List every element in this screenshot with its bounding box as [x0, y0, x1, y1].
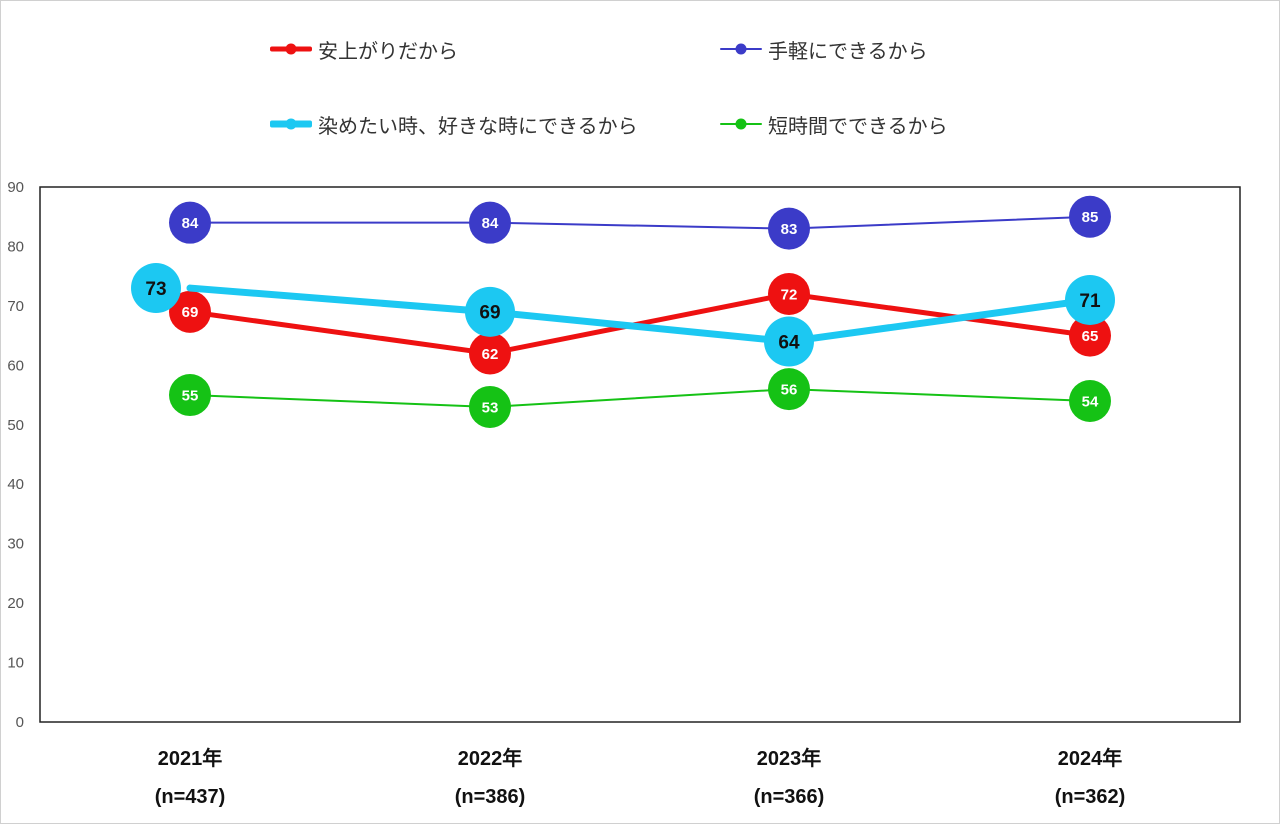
data-marker-anytime — [1065, 274, 1115, 325]
data-marker-quick — [469, 385, 511, 428]
y-tick-label: 40 — [7, 476, 24, 493]
y-tick-label: 60 — [7, 357, 24, 374]
data-label-cheap: 69 — [182, 304, 199, 321]
category-year-2023: 2023年 — [756, 748, 822, 770]
data-marker-easy — [169, 201, 211, 244]
y-tick-label: 20 — [7, 595, 24, 612]
y-tick-label: 30 — [7, 536, 24, 553]
data-label-quick: 54 — [1082, 393, 1099, 410]
data-marker-cheap — [169, 290, 211, 333]
category-label-2023: 2023年 (n=366) — [689, 740, 889, 816]
category-label-2021: 2021年 (n=437) — [90, 740, 290, 816]
data-label-quick: 55 — [182, 387, 199, 404]
data-marker-anytime — [131, 263, 181, 314]
data-label-anytime: 69 — [479, 303, 500, 324]
legend-label-quick: 短時間でできるから — [768, 113, 948, 138]
plot-area — [39, 186, 1241, 723]
legend-item-cheap: 安上がりだから — [270, 34, 458, 64]
data-marker-quick — [1069, 380, 1111, 422]
legend-swatch-quick — [720, 117, 762, 131]
data-label-cheap: 62 — [482, 346, 499, 363]
category-year-2021: 2021年 — [157, 748, 223, 770]
y-tick-label: 0 — [16, 714, 24, 731]
category-n-2022: (n=386) — [454, 786, 526, 808]
legend-item-quick: 短時間でできるから — [720, 109, 948, 139]
legend-swatch-easy — [720, 42, 762, 56]
category-n-2023: (n=366) — [753, 786, 825, 808]
category-label-2024: 2024年 (n=362) — [990, 740, 1190, 816]
data-marker-quick — [768, 368, 810, 411]
data-marker-easy — [469, 201, 511, 244]
data-label-quick: 53 — [482, 399, 499, 416]
data-marker-easy — [768, 207, 810, 250]
legend-item-anytime: 染めたい時、好きな時にできるから — [270, 109, 638, 139]
data-marker-quick — [169, 374, 211, 417]
data-marker-easy — [1069, 195, 1111, 238]
category-year-2022: 2022年 — [457, 748, 523, 770]
y-tick-label: 70 — [7, 298, 24, 315]
category-year-2024: 2024年 — [1057, 748, 1123, 770]
data-label-anytime: 71 — [1079, 291, 1101, 312]
series-line-easy — [189, 215, 1091, 230]
data-marker-cheap — [768, 273, 810, 315]
legend-swatch-anytime — [270, 117, 312, 131]
data-label-cheap: 65 — [1082, 328, 1099, 345]
legend-label-easy: 手軽にできるから — [768, 38, 928, 63]
data-label-quick: 56 — [781, 382, 798, 399]
category-n-2024: (n=362) — [1054, 786, 1126, 808]
data-label-easy: 83 — [781, 221, 798, 238]
y-tick-label: 50 — [7, 417, 24, 434]
category-label-2022: 2022年 (n=386) — [390, 740, 590, 816]
category-n-2021: (n=437) — [154, 786, 226, 808]
series-line-anytime — [186, 284, 1094, 346]
data-marker-anytime — [764, 316, 814, 367]
data-label-easy: 84 — [482, 215, 499, 232]
y-tick-label: 90 — [7, 179, 24, 196]
data-label-easy: 84 — [182, 215, 199, 232]
legend-label-cheap: 安上がりだから — [318, 38, 458, 63]
legend-label-anytime: 染めたい時、好きな時にできるから — [318, 113, 638, 138]
y-tick-label: 80 — [7, 238, 24, 255]
y-tick-label: 10 — [7, 655, 24, 672]
data-label-anytime: 73 — [145, 279, 166, 300]
data-marker-cheap — [1069, 314, 1111, 357]
series-line-quick — [189, 388, 1091, 408]
data-label-cheap: 72 — [781, 286, 798, 303]
data-label-anytime: 64 — [778, 332, 800, 353]
data-marker-anytime — [465, 286, 515, 337]
data-marker-cheap — [469, 332, 511, 375]
data-label-easy: 85 — [1082, 209, 1099, 226]
legend-item-easy: 手軽にできるから — [720, 34, 928, 64]
legend-swatch-cheap — [270, 42, 312, 56]
